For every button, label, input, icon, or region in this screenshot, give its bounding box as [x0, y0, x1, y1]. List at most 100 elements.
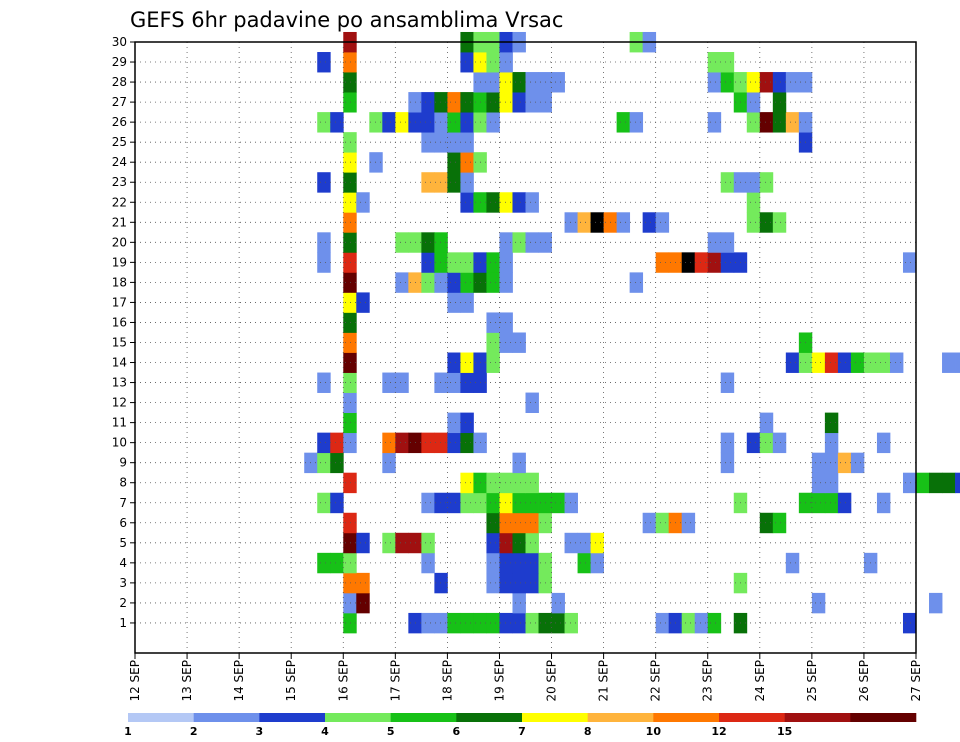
- heatmap-cell: [447, 152, 461, 173]
- y-tick-label: 2: [119, 596, 127, 610]
- y-tick-label: 5: [119, 536, 127, 550]
- x-tick-label: 18 SEP: [440, 660, 454, 702]
- heatmap-cell: [343, 432, 357, 454]
- heatmap-cell: [343, 552, 357, 574]
- heatmap-cell: [486, 532, 500, 554]
- heatmap-cell: [460, 192, 474, 213]
- heatmap-cell: [746, 172, 761, 193]
- heatmap-cell: [759, 432, 774, 454]
- heatmap-cell: [434, 92, 448, 113]
- heatmap-cell: [330, 112, 344, 133]
- colorbar-swatch: [587, 713, 654, 722]
- heatmap-cell: [512, 92, 526, 113]
- colorbar-swatch: [390, 713, 457, 722]
- heatmap-cell: [694, 612, 709, 634]
- heatmap-cell: [343, 392, 357, 413]
- heatmap-cell: [460, 112, 474, 133]
- y-tick-label: 26: [112, 115, 127, 129]
- y-tick-label: 25: [112, 135, 127, 149]
- heatmap-cell: [525, 232, 539, 253]
- heatmap-cell: [837, 452, 852, 474]
- heatmap-cell: [499, 492, 513, 514]
- heatmap-cell: [512, 72, 526, 93]
- heatmap-cell: [564, 532, 578, 554]
- heatmap-cell: [447, 492, 461, 514]
- heatmap-cell: [590, 212, 604, 233]
- heatmap-cell: [382, 372, 396, 393]
- heatmap-cell: [707, 52, 722, 73]
- colorbar-swatch: [456, 713, 523, 722]
- heatmap-cell: [317, 112, 331, 133]
- heatmap-cell: [486, 252, 500, 273]
- heatmap-cell: [525, 192, 539, 213]
- heatmap-cell: [707, 72, 722, 93]
- heatmap-cell: [746, 432, 761, 454]
- heatmap-cell: [343, 532, 357, 554]
- heatmap-cell: [850, 352, 865, 373]
- heatmap-cell: [486, 312, 500, 333]
- heatmap-cell: [434, 372, 448, 393]
- colorbar-swatch: [193, 713, 260, 722]
- y-tick-label: 10: [112, 436, 127, 450]
- colorbar-swatch: [325, 713, 391, 722]
- heatmap-cell: [746, 72, 761, 93]
- heatmap-cell: [655, 252, 670, 273]
- heatmap-cell: [512, 232, 526, 253]
- heatmap-cell: [759, 72, 774, 93]
- heatmap-cell: [421, 252, 435, 273]
- heatmap-cell: [707, 232, 722, 253]
- heatmap-cell: [434, 492, 448, 514]
- y-tick-label: 27: [112, 95, 127, 109]
- heatmap-cell: [655, 212, 670, 233]
- heatmap-cell: [590, 552, 604, 574]
- heatmap-cell: [785, 552, 800, 574]
- heatmap-cell: [499, 472, 513, 494]
- heatmap-cell: [746, 212, 761, 233]
- heatmap-cell: [707, 612, 722, 634]
- x-tick-label: 14 SEP: [232, 660, 246, 702]
- heatmap-cell: [343, 72, 357, 93]
- heatmap-cell: [421, 552, 435, 574]
- heatmap-cell: [525, 552, 539, 574]
- heatmap-cell: [421, 232, 435, 253]
- heatmap-cell: [746, 92, 761, 113]
- y-tick-label: 17: [112, 295, 127, 309]
- heatmap-cell: [447, 432, 461, 454]
- heatmap-cell: [577, 532, 591, 554]
- y-axis: 1234567891011121314151617181920212223242…: [112, 35, 135, 630]
- heatmap-cell: [486, 512, 500, 534]
- heatmap-cell: [512, 192, 526, 213]
- heatmap-cell: [525, 612, 539, 634]
- heatmap-cell: [811, 352, 826, 373]
- heatmap-cell: [369, 152, 383, 173]
- heatmap-cell: [460, 92, 474, 113]
- heatmap-cell: [525, 532, 539, 554]
- heatmap-cell: [460, 252, 474, 273]
- heatmap-cell: [395, 272, 409, 293]
- heatmap-cell: [772, 212, 787, 233]
- heatmap-cell: [460, 152, 474, 173]
- heatmap-cell: [343, 132, 357, 153]
- y-tick-label: 28: [112, 75, 127, 89]
- heatmap-cell: [746, 112, 761, 133]
- y-tick-label: 3: [119, 576, 127, 590]
- heatmap-cell: [720, 372, 735, 393]
- heatmap-cell: [486, 612, 500, 634]
- heatmap-cell: [681, 252, 696, 273]
- colorbar-label: 4: [321, 725, 329, 738]
- heatmap-cell: [772, 432, 787, 454]
- heatmap-cell: [577, 212, 591, 233]
- heatmap-cell: [512, 492, 526, 514]
- colorbar-label: 6: [453, 725, 461, 738]
- heatmap-cell: [356, 532, 370, 554]
- heatmap-cell: [512, 512, 526, 534]
- heatmap-cell: [343, 272, 357, 293]
- heatmap-cell: [551, 592, 565, 614]
- colorbar-swatch: [653, 713, 720, 722]
- heatmap-cell: [395, 232, 409, 253]
- heatmap-cell: [499, 92, 513, 113]
- heatmap-cell: [551, 72, 565, 93]
- heatmap-cell: [772, 512, 787, 534]
- heatmap-cell: [551, 612, 565, 634]
- y-tick-label: 23: [112, 175, 127, 189]
